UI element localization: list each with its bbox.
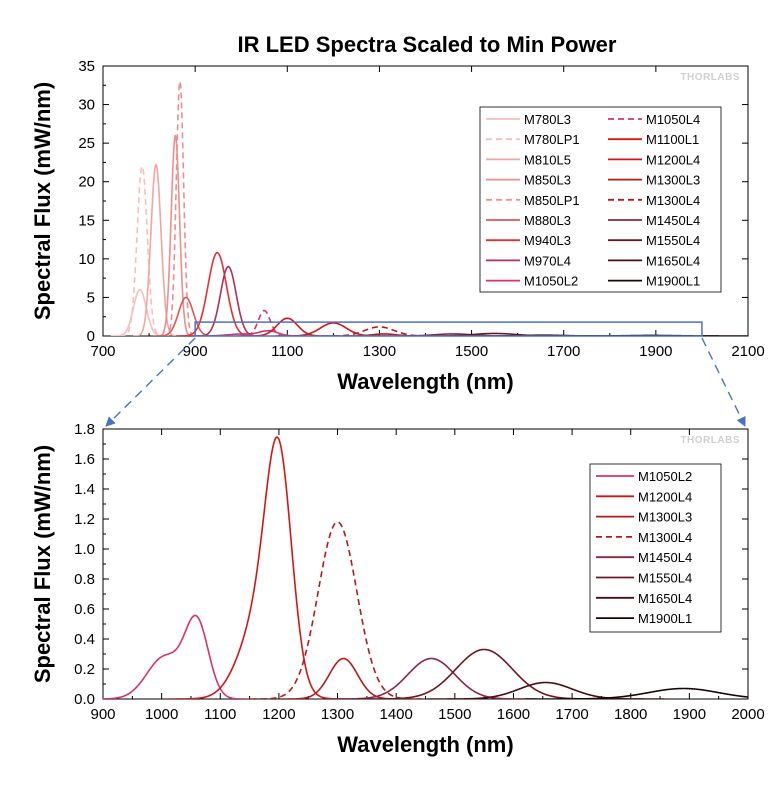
x-tick-label: 1000 [145, 706, 178, 723]
y-tick-label: 1.2 [74, 511, 95, 528]
y-tick-label: 0.6 [74, 601, 95, 618]
series-m810l5 [132, 164, 180, 336]
series-m1300l3 [279, 657, 407, 699]
x-axis-label: Wavelength (nm) [337, 732, 513, 757]
series-m850l3 [156, 134, 195, 336]
watermark-logo: THORLABS [680, 435, 740, 446]
series-m1450l4 [325, 657, 538, 699]
y-axis-label: Spectral Flux (mW/nm) [30, 82, 55, 320]
legend-entry: M1300L3 [638, 510, 692, 525]
series-m1300l4 [250, 521, 425, 699]
x-tick-label: 1300 [321, 706, 354, 723]
y-tick-label: 35 [78, 58, 95, 75]
x-tick-label: 1700 [547, 343, 580, 360]
legend-entry: M940L3 [524, 233, 571, 248]
zoom-region-box [194, 321, 703, 337]
y-tick-label: 1.0 [74, 541, 95, 558]
legend-entry: M1100L1 [646, 132, 699, 147]
series-m940l3 [175, 251, 260, 336]
x-tick-label: 1600 [497, 706, 530, 723]
y-tick-label: 20 [78, 174, 95, 191]
legend-entry: M810L5 [524, 152, 571, 167]
series-m1200l4 [168, 436, 354, 699]
legend-entry: M1650L4 [638, 591, 692, 606]
x-tick-label: 1400 [379, 706, 412, 723]
legend-entry: M1300L4 [646, 193, 700, 208]
y-tick-label: 15 [78, 212, 95, 229]
x-tick-label: 1800 [614, 706, 647, 723]
legend-entry: M1300L4 [638, 530, 692, 545]
zoom-connector-left [105, 337, 196, 427]
y-tick-label: 10 [78, 251, 95, 268]
legend-entry: M1050L2 [638, 469, 692, 484]
x-tick-label: 1100 [271, 343, 303, 360]
legend-entry: M1650L4 [646, 253, 700, 268]
series-m970l4 [192, 265, 264, 336]
x-tick-label: 700 [90, 343, 115, 360]
x-tick-label: 1500 [438, 706, 471, 723]
y-tick-label: 25 [78, 135, 95, 152]
x-tick-label: 1200 [262, 706, 295, 723]
y-tick-label: 0.8 [74, 571, 95, 588]
legend-entry: M780LP1 [524, 132, 580, 147]
legend-entry: M780L3 [524, 112, 571, 127]
legend-entry: M1200L4 [646, 152, 700, 167]
x-axis-label: Wavelength (nm) [337, 369, 513, 394]
x-tick-label: 2100 [731, 343, 764, 360]
series-m1550l4 [357, 648, 611, 699]
y-tick-label: 1.8 [74, 421, 95, 438]
y-tick-label: 1.4 [74, 481, 95, 498]
series-m1050l2 [103, 614, 250, 699]
legend-entry: M1050L4 [646, 112, 700, 127]
y-tick-label: 0.4 [74, 631, 95, 648]
series-m1050l4 [236, 309, 292, 336]
legend: M780L3 M780LP1 M810L5 M850L3 M850LP1 M880L3 M9… [479, 106, 722, 293]
legend-entry: M1900L1 [638, 611, 692, 626]
zoom-connector-right [701, 337, 746, 427]
zoom-connectors [105, 337, 746, 427]
y-tick-label: 30 [78, 97, 95, 114]
legend-entry: M1200L4 [638, 489, 692, 504]
legend-entry: M1450L4 [638, 550, 692, 565]
x-tick-label: 1700 [555, 706, 588, 723]
x-tick-label: 1900 [673, 706, 706, 723]
spectra-curves [103, 436, 748, 699]
y-tick-label: 0 [87, 328, 95, 345]
x-tick-label: 1500 [455, 343, 488, 360]
x-tick-label: 900 [90, 706, 115, 723]
x-tick-label: 900 [183, 343, 208, 360]
legend-entry: M850LP1 [524, 193, 580, 208]
legend-entry: M1300L3 [646, 173, 700, 188]
chart-title: IR LED Spectra Scaled to Min Power [238, 32, 617, 57]
legend-entry: M1450L4 [646, 213, 700, 228]
y-tick-label: 5 [87, 289, 95, 306]
y-tick-label: 0.0 [74, 691, 95, 708]
y-tick-label: 0.2 [74, 661, 95, 678]
series-m1900l1 [524, 687, 748, 699]
legend-entry: M850L3 [524, 173, 571, 188]
legend: M1050L2 M1200L4 M1300L3 M1300L4 M1450L4 M1550… [589, 463, 722, 633]
series-m850lp1 [163, 80, 197, 336]
legend-entry: M1550L4 [638, 571, 692, 586]
legend-entry: M1550L4 [646, 233, 700, 248]
legend-entry: M970L4 [524, 253, 571, 268]
x-tick-label: 2000 [731, 706, 764, 723]
legend-entry: M880L3 [524, 213, 571, 228]
legend-entry: M1900L1 [646, 274, 700, 289]
legend-frame [589, 463, 722, 633]
series-m780l3 [110, 288, 170, 336]
series-m1650l4 [426, 681, 665, 699]
x-tick-label: 1900 [639, 343, 672, 360]
legend-entry: M1050L2 [524, 274, 578, 289]
legend-frame [479, 106, 722, 293]
watermark-logo: THORLABS [680, 72, 740, 83]
x-tick-label: 1300 [363, 343, 396, 360]
top-plot: THORLABS 700 900 1100 1300 1500 1700 1900 2100 0 5… [30, 58, 765, 394]
series-m780lp1 [119, 165, 166, 336]
y-tick-label: 1.6 [74, 451, 95, 468]
y-axis-label: Spectral Flux (mW/nm) [30, 445, 55, 683]
bottom-plot: THORLABS 900 1000 1100 1200 1300 1400 1500 1600 1… [30, 421, 765, 757]
x-tick-label: 1100 [204, 706, 236, 723]
